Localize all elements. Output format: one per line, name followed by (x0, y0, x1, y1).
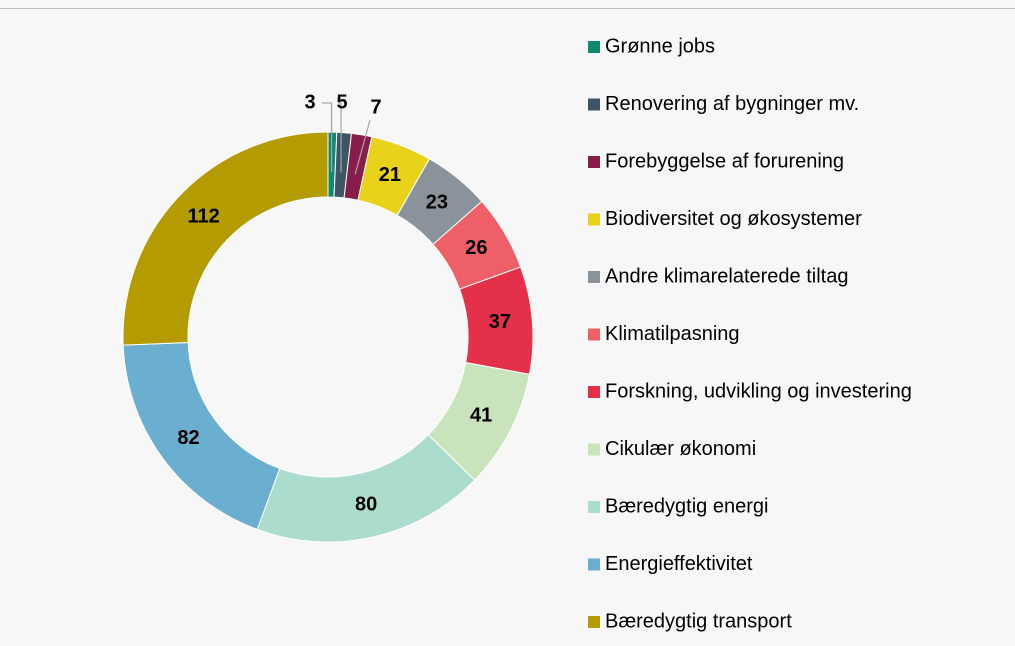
legend-label: Bæredygtig energi (605, 495, 768, 517)
legend-label: Energieffektivitet (605, 553, 753, 575)
legend-label: Renovering af bygninger mv. (605, 93, 859, 115)
data-label: 23 (426, 191, 448, 213)
data-label: 21 (379, 164, 401, 186)
legend-swatch (588, 213, 600, 226)
legend-label: Grønne jobs (605, 35, 715, 57)
legend-swatch (588, 386, 600, 398)
legend-label: Bæredygtig transport (605, 610, 792, 632)
data-label: 7 (370, 96, 381, 118)
data-label: 80 (355, 494, 377, 516)
legend-swatch (588, 616, 600, 628)
data-label: 82 (177, 427, 199, 449)
leader-line (354, 119, 371, 175)
legend-label: Klimatilpasning (605, 323, 740, 345)
leader-line (338, 102, 342, 173)
legend-swatch (588, 443, 600, 456)
legend-label: Andre klimarelaterede tiltag (605, 265, 848, 287)
legend-swatch (588, 501, 600, 513)
donut-slice (122, 131, 329, 346)
data-label: 3 (304, 91, 315, 113)
data-label: 41 (470, 405, 492, 427)
legend-swatch (588, 271, 600, 283)
data-label: 37 (489, 311, 511, 333)
data-label: 5 (336, 91, 347, 113)
data-label: 26 (465, 237, 487, 259)
legend-swatch (588, 156, 600, 168)
data-label: 112 (188, 206, 220, 228)
legend-swatch (588, 98, 600, 111)
legend-label: Forebyggelse af forurening (605, 150, 844, 172)
legend-label: Cikulær økonomi (605, 438, 756, 460)
legend-swatch (588, 328, 600, 341)
legend-swatch (588, 558, 600, 571)
legend-label: Biodiversitet og økosystemer (605, 208, 862, 230)
legend-swatch (588, 41, 600, 53)
legend-label: Forskning, udvikling og investering (605, 380, 912, 402)
leader-line (322, 102, 333, 173)
